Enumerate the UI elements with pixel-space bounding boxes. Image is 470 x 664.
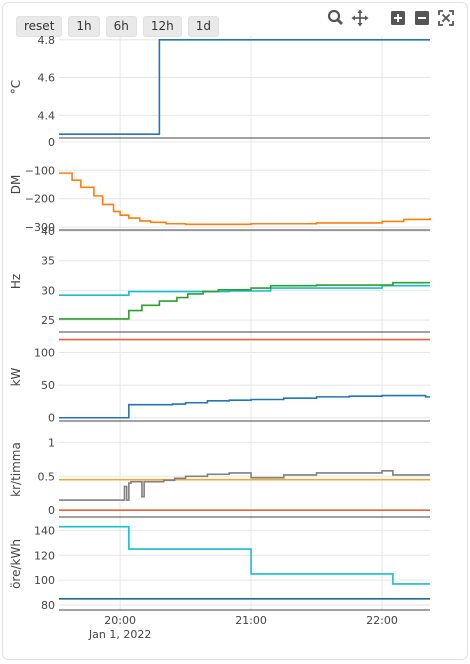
y-tick-label-0-1: 4.6 — [38, 72, 56, 85]
y-axis-label-5: öre/kWh — [9, 539, 23, 589]
y-tick-label-1-0: 0 — [48, 136, 55, 149]
y-tick-label-4-0: 0 — [48, 504, 55, 517]
y-tick-label-2-1: 30 — [41, 284, 55, 297]
y-tick-label-2-0: 25 — [41, 314, 55, 327]
y-tick-label-2-2: 35 — [41, 255, 55, 268]
zoom-icon[interactable] — [326, 9, 346, 27]
reset-button[interactable]: reset — [16, 16, 63, 37]
x-tick-label-0: 20:00 — [104, 614, 136, 627]
x-tick-label-2: 22:00 — [366, 614, 398, 627]
x-date-label: Jan 1, 2022 — [88, 628, 151, 641]
zoom-out-icon[interactable] — [412, 9, 432, 27]
y-axis-label-1: DM — [9, 175, 23, 195]
series-line-2-1 — [59, 281, 430, 320]
series-line-0-0 — [59, 38, 430, 136]
series-line-5-0 — [59, 525, 430, 585]
y-tick-label-5-1: 100 — [34, 574, 55, 587]
range-1d-button[interactable]: 1d — [187, 16, 220, 37]
y-axis-label-4: kr/timma — [9, 442, 23, 497]
y-tick-label-5-3: 140 — [34, 524, 55, 537]
y-axis-label-0: °C — [9, 80, 23, 94]
y-tick-label-2-3: 40 — [41, 225, 55, 238]
y-tick-label-1-3: −300 — [25, 221, 55, 234]
range-1h-button[interactable]: 1h — [68, 16, 100, 37]
y-tick-label-5-2: 120 — [34, 549, 55, 562]
y-tick-label-3-1: 50 — [41, 379, 55, 392]
series-line-1-0 — [59, 172, 431, 226]
y-tick-label-0-2: 4.8 — [38, 34, 56, 47]
series-line-4-2 — [59, 470, 430, 501]
y-tick-label-1-1: −100 — [25, 164, 55, 177]
y-tick-label-4-2: 1 — [48, 436, 55, 449]
series-line-3-1 — [59, 394, 430, 419]
y-axis-label-3: kW — [9, 367, 23, 386]
y-tick-label-1-2: −200 — [25, 193, 55, 206]
series-line-2-0 — [59, 284, 430, 296]
range-12h-button[interactable]: 12h — [142, 16, 182, 37]
y-tick-label-4-1: 0.5 — [38, 470, 56, 483]
autoscale-icon[interactable] — [436, 9, 456, 27]
modebar — [326, 9, 456, 27]
y-tick-label-3-0: 0 — [48, 412, 55, 425]
y-tick-label-5-0: 80 — [41, 599, 55, 612]
range-6h-button[interactable]: 6h — [105, 16, 137, 37]
zoom-in-icon[interactable] — [388, 9, 408, 27]
y-tick-label-3-2: 100 — [34, 347, 55, 360]
range-toolbar: reset 1h 6h 12h 1d — [16, 16, 220, 37]
pan-icon[interactable] — [350, 9, 370, 27]
y-tick-label-0-0: 4.4 — [38, 109, 56, 122]
x-tick-label-1: 21:00 — [235, 614, 267, 627]
y-axis-label-2: Hz — [9, 274, 23, 289]
